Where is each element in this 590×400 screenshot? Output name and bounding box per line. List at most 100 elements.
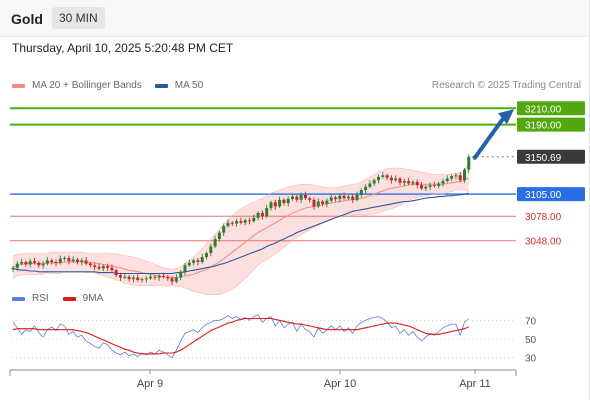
candle-body [372, 180, 376, 184]
candle-body [338, 195, 342, 200]
legend-label-ma50: MA 50 [174, 80, 204, 91]
candle-body [312, 199, 316, 207]
x-tick-label: Apr 10 [324, 378, 356, 390]
candle-body [420, 185, 423, 189]
legend-label-rsi: RSI [32, 293, 49, 304]
candle-body [385, 175, 389, 178]
candle-body [325, 200, 329, 204]
legend-label-rsi-ma: 9MA [82, 293, 104, 304]
candle-body [136, 277, 140, 280]
level-label-3190.00: 3190.00 [525, 121, 562, 132]
candle-body [273, 202, 277, 207]
legend-item-ma20: MA 20 + Bollinger Bands [12, 80, 142, 91]
level-tag-3150.69 [517, 149, 585, 164]
candle-body [101, 266, 105, 269]
candle-body [187, 262, 191, 266]
candle-body [407, 181, 411, 184]
candle-body [424, 186, 428, 189]
candle-body [205, 253, 208, 258]
x-tick-label: Apr 11 [459, 378, 491, 390]
candle-body [179, 271, 183, 278]
candle-body [282, 199, 286, 204]
candle-body [394, 178, 398, 181]
candle-body [213, 239, 217, 247]
candle-body [84, 260, 88, 264]
candle-body [389, 177, 393, 181]
candle-body [226, 222, 230, 227]
level-label-3078.00: 3078.00 [525, 212, 562, 223]
level-label-3150.69: 3150.69 [525, 153, 562, 164]
candle-body [381, 175, 385, 177]
candle-body [114, 270, 118, 276]
candle-body [398, 178, 402, 183]
candle-body [334, 197, 337, 200]
legend-swatch-rsi [12, 296, 25, 301]
candle-body [37, 262, 41, 266]
candle-body [252, 217, 256, 222]
research-credit: Research © 2025 Trading Central [431, 80, 581, 91]
candle-body [217, 232, 221, 240]
candle-body [166, 276, 170, 279]
symbol-title: Gold [11, 11, 43, 27]
candle-body [24, 262, 28, 265]
candle-body [200, 257, 204, 263]
candle-body [411, 181, 415, 184]
candle-body [359, 190, 363, 195]
timeframe-button[interactable]: 30 MIN [52, 7, 105, 29]
candle-body [308, 198, 312, 200]
candle-body [467, 156, 471, 170]
candle-body [123, 276, 127, 278]
candle-body [441, 181, 445, 184]
candle-body [162, 275, 165, 277]
candle-body [157, 275, 161, 278]
candle-body [97, 266, 101, 269]
candle-body [63, 257, 67, 259]
candle-body [432, 185, 436, 187]
candle-body [11, 267, 15, 270]
level-tag-3190.00 [517, 117, 585, 132]
candle-body [88, 263, 92, 266]
candle-body [299, 194, 303, 200]
candle-body [45, 260, 49, 264]
candle-body [76, 259, 79, 263]
candle-body [364, 186, 368, 191]
ma20-line [12, 177, 470, 278]
candle-body [67, 257, 71, 262]
candle-body [278, 199, 282, 207]
candle-body [131, 277, 135, 280]
level-tag-3105.00 [517, 187, 585, 202]
candle-body [222, 226, 226, 233]
candle-body [295, 196, 299, 200]
candle-body [243, 220, 247, 223]
candle-body [329, 197, 333, 201]
level-tag-3210.00 [517, 101, 585, 116]
candle-body [28, 261, 32, 265]
legend-label-ma20: MA 20 + Bollinger Bands [32, 80, 142, 91]
legend-item-ma50: MA 50 [154, 80, 204, 91]
candle-body [368, 183, 372, 187]
candle-body [33, 261, 36, 263]
candle-body [265, 208, 269, 217]
legend-item-rsi-ma: 9MA [62, 293, 104, 304]
candle-body [170, 278, 174, 282]
candle-body [93, 265, 97, 267]
candle-body [269, 202, 273, 209]
legend-swatch-rsi-ma [62, 296, 76, 301]
candle-body [71, 259, 75, 262]
candle-body [196, 260, 200, 263]
candle-body [454, 175, 458, 177]
rsi-ytick-30: 30 [525, 354, 537, 365]
rsi-ma-line [12, 317, 470, 355]
candle-body [428, 185, 432, 187]
candle-body [303, 194, 307, 199]
candle-body [209, 246, 213, 254]
candle-body [256, 212, 260, 218]
candle-body [183, 265, 187, 272]
candle-body [463, 169, 466, 181]
candle-body [260, 212, 264, 217]
candle-body [291, 196, 294, 200]
candle-body [144, 278, 148, 280]
level-label-3105.00: 3105.00 [525, 190, 562, 201]
candle-body [415, 181, 419, 186]
